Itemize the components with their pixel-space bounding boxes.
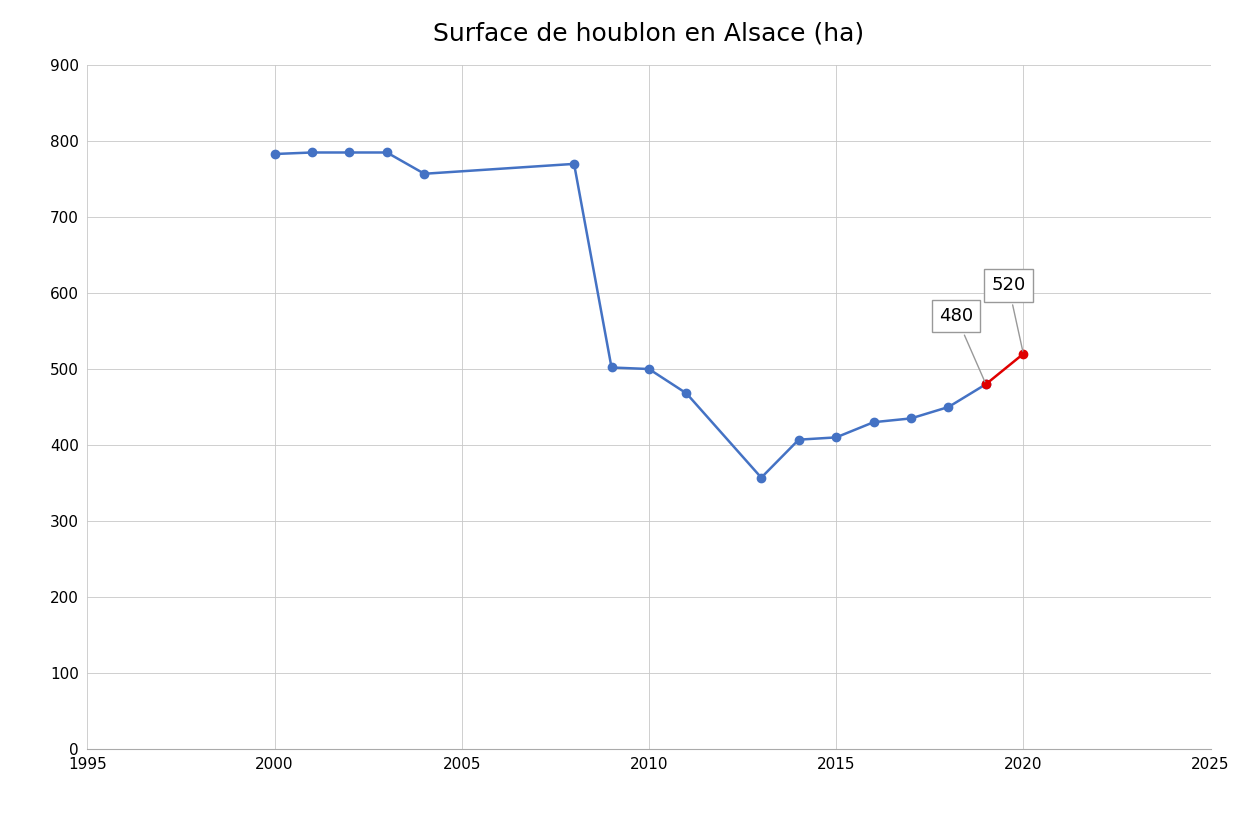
Text: 520: 520 (991, 277, 1026, 351)
Text: 480: 480 (938, 307, 985, 382)
Title: Surface de houblon en Alsace (ha): Surface de houblon en Alsace (ha) (433, 21, 865, 45)
